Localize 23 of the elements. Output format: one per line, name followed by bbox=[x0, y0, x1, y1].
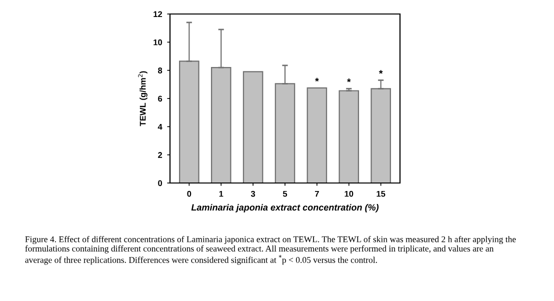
bar bbox=[242, 71, 264, 183]
y-tick-label: 2 bbox=[158, 152, 162, 158]
annotation: * bbox=[315, 78, 319, 82]
caption: Figure 4. Effect of different concentrations of Laminaria japonica extract on TEWL. The TEWL of skin was measured 2 h after applying the formulations containing different concentrations of seaweed extract. All measurements were performed in triplicate, and values are an average of three replications. Differences were considered significant at $^{*}$p < 0.05 versus the control. bbox=[25, 236, 516, 265]
y-tick-label: 4 bbox=[158, 124, 162, 130]
y-tick-label: 12 bbox=[154, 11, 162, 18]
x-tick-label: 1 bbox=[219, 190, 224, 197]
x-tick-label: 0 bbox=[187, 190, 192, 197]
y-tick-label: 0 bbox=[158, 180, 162, 186]
y-tick-label: 10 bbox=[154, 39, 162, 46]
bar bbox=[338, 90, 360, 183]
annotation: * bbox=[378, 70, 383, 74]
annotation: * bbox=[347, 78, 351, 82]
x-tick-label: 3 bbox=[250, 190, 256, 197]
y-axis-title: TEWL (g/hm$^{2}$) bbox=[138, 71, 148, 126]
bar bbox=[306, 87, 328, 183]
x-tick-label: 5 bbox=[282, 190, 288, 197]
y-tick-label: 6 bbox=[158, 96, 162, 102]
x-tick-label: 7 bbox=[314, 190, 319, 197]
x-axis-title: Laminaria japonia extract concentration (%) bbox=[191, 204, 379, 212]
x-tick-label: 10 bbox=[344, 190, 354, 197]
y-tick-label: 8 bbox=[158, 68, 162, 74]
x-tick-label: 15 bbox=[376, 190, 386, 197]
